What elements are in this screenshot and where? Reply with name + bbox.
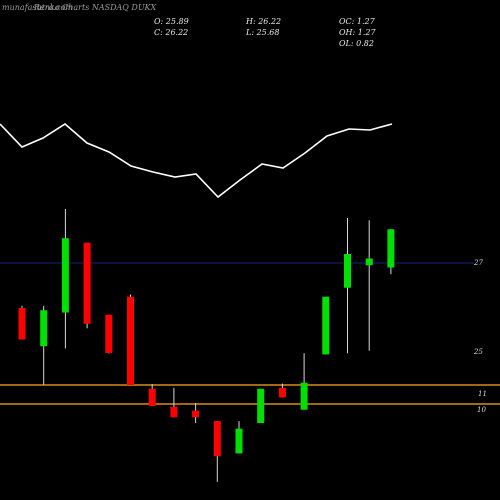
ohlc-oc: OC: 1.27 <box>339 17 376 26</box>
price-tick-27: 27 <box>473 259 483 267</box>
candle-body-down <box>278 387 286 398</box>
candle-body-up <box>300 382 308 410</box>
price-tick-11: 11 <box>478 390 487 398</box>
candle-body-up <box>344 254 351 288</box>
chart-title: Renko Charts NASDAQ DUKX <box>33 3 157 12</box>
candle-body-down <box>170 406 178 418</box>
ohlc-low: L: 25.68 <box>245 28 279 37</box>
candle-body-down <box>127 296 134 385</box>
candle-body-up <box>61 238 69 313</box>
candle-body-up <box>40 310 48 347</box>
candle-body-up <box>322 296 330 355</box>
candle-body-down <box>105 314 113 353</box>
candle-body-up <box>257 388 265 423</box>
candles-group <box>18 209 395 482</box>
ohlc-high: H: 26.22 <box>245 17 281 26</box>
ohlc-open: O: 25.89 <box>154 17 189 26</box>
ohlc-close: C: 26.22 <box>154 28 188 37</box>
candle-body-down <box>213 421 221 457</box>
candle-body-down <box>83 242 91 324</box>
ohlc-ol: OL: 0.82 <box>339 39 374 48</box>
price-tick-25: 25 <box>473 348 483 356</box>
price-tick-10: 10 <box>477 406 486 414</box>
candle-body-up <box>365 258 373 266</box>
candle-body-up <box>387 229 395 268</box>
indicator-line <box>0 123 393 199</box>
ohlc-oh: OH: 1.27 <box>339 28 376 37</box>
candle-body-up <box>235 428 243 454</box>
candle-body-down <box>192 410 200 418</box>
candle-body-down <box>18 308 26 340</box>
watermark: munafasutra.com <box>2 3 73 12</box>
candle-body-down <box>148 388 156 406</box>
